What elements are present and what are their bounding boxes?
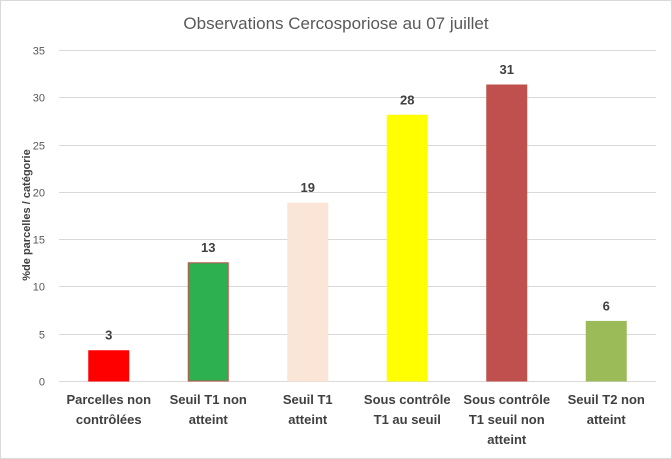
- data-labels: 3 13 19 28 31 6: [105, 62, 610, 343]
- bar-4: [386, 114, 428, 382]
- bar-1: [88, 350, 130, 382]
- x-tick-label-line: Seuil T2 non: [568, 392, 645, 407]
- x-tick-label-line: contrôlées: [76, 412, 142, 427]
- x-tick-label: Sous contrôle T1 au seuil: [364, 392, 451, 427]
- x-tick-label-line: atteint: [587, 412, 627, 427]
- chart-title: Observations Cercosporiose au 07 juillet: [183, 14, 488, 33]
- x-tick-label: Seuil T1 non atteint: [170, 392, 247, 427]
- data-label: 19: [301, 180, 315, 195]
- data-label: 6: [603, 298, 610, 313]
- data-label: 31: [500, 62, 514, 77]
- bar-3: [287, 202, 329, 382]
- y-tick-label: 25: [33, 141, 45, 153]
- y-tick-label: 10: [33, 282, 45, 294]
- y-tick-label: 15: [33, 235, 45, 247]
- data-label: 3: [105, 328, 112, 343]
- y-axis-label: %de parcelles / catégorie: [21, 149, 33, 280]
- x-tick-label-line: atteint: [288, 412, 328, 427]
- x-tick-label: Seuil T2 non atteint: [568, 392, 645, 427]
- x-tick-label-line: T1 seuil non: [469, 412, 545, 427]
- y-tick-label: 5: [39, 330, 45, 342]
- y-tick-labels: 0 5 10 15 20 25 30 35: [33, 46, 45, 389]
- y-tick-label: 30: [33, 93, 45, 105]
- x-tick-label: Parcelles non contrôlées: [66, 392, 151, 427]
- x-tick-label-line: Seuil T1: [283, 392, 333, 407]
- bar-2: [187, 262, 229, 382]
- x-tick-label: Sous contrôle T1 seuil non atteint: [463, 392, 550, 447]
- x-tick-label-line: Seuil T1 non: [170, 392, 247, 407]
- x-tick-label: Seuil T1 atteint: [283, 392, 333, 427]
- bar-6: [585, 320, 627, 382]
- x-tick-label-line: T1 au seuil: [374, 412, 441, 427]
- bars: [88, 84, 627, 382]
- bar-5: [486, 84, 528, 382]
- x-tick-label-line: Sous contrôle: [364, 392, 451, 407]
- x-tick-label-line: atteint: [189, 412, 229, 427]
- y-tick-label: 35: [33, 46, 45, 58]
- x-tick-label-line: Parcelles non: [66, 392, 151, 407]
- y-tick-label: 20: [33, 188, 45, 200]
- x-tick-label-line: atteint: [487, 432, 527, 447]
- x-tick-label-line: Sous contrôle: [463, 392, 550, 407]
- gridlines: [59, 50, 656, 382]
- data-label: 13: [201, 240, 215, 255]
- y-tick-label: 0: [39, 377, 45, 389]
- data-label: 28: [400, 92, 414, 107]
- x-tick-labels: Parcelles non contrôlées Seuil T1 non attei…: [66, 392, 644, 447]
